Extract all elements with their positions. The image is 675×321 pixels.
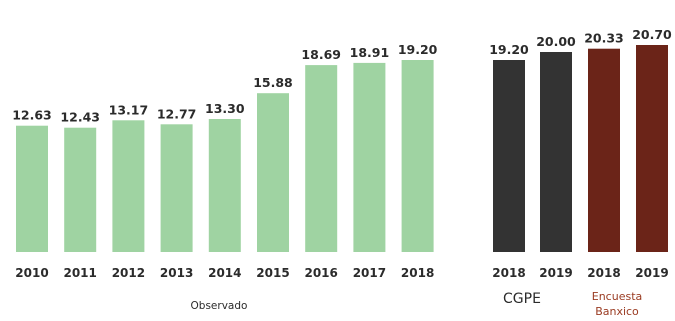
observed-tick-label: 2010 [15,266,48,280]
observed-bar [305,65,338,252]
observed-bar [401,60,434,252]
observed-value-label: 18.91 [350,45,390,60]
forecast-chart: 19.20 2018 20.00 2019 20.33 2018 20.70 2019 [489,27,672,280]
banxico-tick-label: 2018 [587,266,620,280]
cgpe-value-label: 20.00 [536,34,576,49]
observed-tick-label: 2012 [112,266,145,280]
observed-value-label: 13.30 [205,101,245,116]
cgpe-bar [493,60,525,252]
observed-tick-label: 2014 [208,266,241,280]
banxico-value-label: 20.70 [632,27,672,42]
cgpe-tick-label: 2018 [492,266,525,280]
observed-bar [16,125,48,252]
observed-tick-label: 2011 [63,266,96,280]
observed-bar [257,93,289,252]
observed-value-label: 12.43 [60,110,100,125]
observed-group-label: Observado [191,300,248,312]
banxico-bar [636,45,668,252]
cgpe-value-label: 19.20 [489,42,529,57]
observed-value-label: 12.77 [157,106,197,121]
observed-tick-label: 2015 [256,266,289,280]
observed-tick-label: 2018 [401,266,434,280]
observed-bar [160,124,193,252]
observed-bar [353,62,386,253]
observed-bar [208,119,241,252]
observed-tick-label: 2013 [160,266,193,280]
observed-bar [112,120,145,252]
observed-value-label: 12.63 [12,108,52,123]
observed-value-label: 13.17 [109,102,149,117]
observed-chart: 12.63 2010 12.43 2011 13.17 2012 12.77 2013 13.3… [12,42,437,280]
observed-tick-label: 2017 [353,266,386,280]
observed-value-label: 19.20 [398,42,438,57]
banxico-group-label-line-1: Encuesta [592,290,643,303]
cgpe-tick-label: 2019 [539,266,572,280]
cgpe-bar [540,52,572,252]
observed-bar [64,127,97,252]
cgpe-group-label: CGPE [503,291,541,307]
observed-tick-label: 2016 [304,266,337,280]
banxico-tick-label: 2019 [635,266,668,280]
banxico-bar [588,48,620,253]
banxico-group-label-line-2: Banxico [595,305,639,318]
observed-value-label: 18.69 [301,47,341,62]
observed-value-label: 15.88 [253,75,293,90]
banxico-value-label: 20.33 [584,31,624,46]
